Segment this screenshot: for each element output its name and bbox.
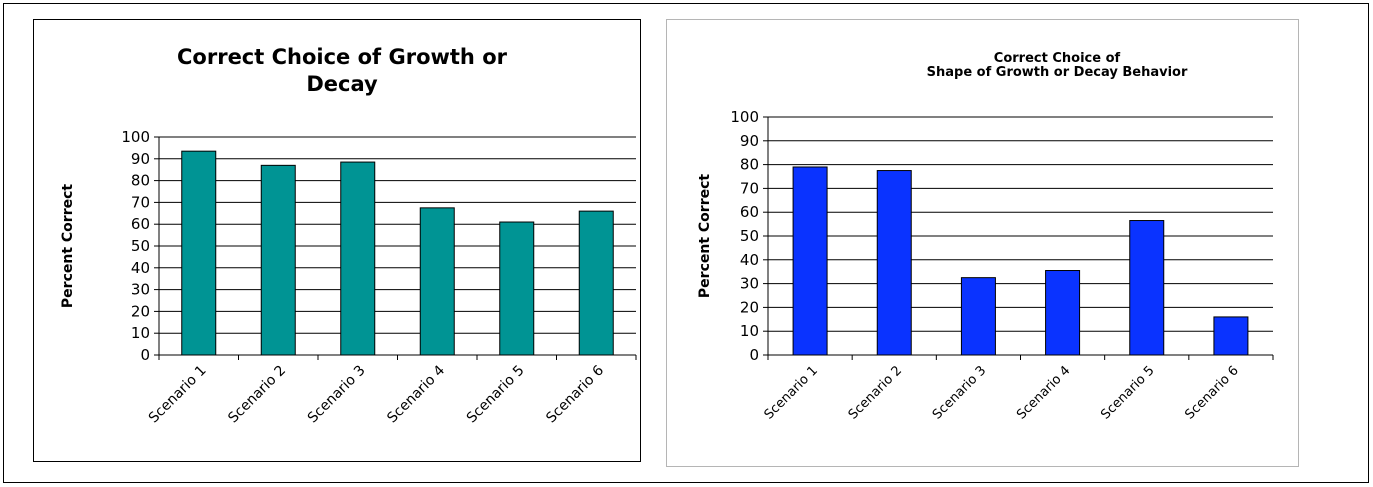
chart-title-line: Shape of Growth or Decay Behavior (927, 65, 1188, 80)
bar (960, 277, 996, 356)
x-tick-label: Scenario 3 (305, 363, 369, 427)
x-tick-label: Scenario 3 (930, 363, 989, 422)
y-tick-label: 100 (730, 108, 759, 126)
x-tick-label: Scenario 1 (762, 363, 821, 422)
y-tick-label: 70 (131, 193, 150, 211)
y-tick-label: 0 (140, 346, 150, 364)
chart-title-line: Decay (306, 72, 378, 96)
bar (340, 161, 376, 356)
bar (1045, 270, 1081, 356)
bar (419, 207, 455, 356)
x-tick-label: Scenario 2 (846, 363, 905, 422)
bar (578, 210, 614, 356)
y-tick-label: 90 (740, 132, 759, 150)
y-tick-label: 90 (131, 150, 150, 168)
y-tick-label: 60 (131, 215, 150, 233)
x-tick-label: Scenario 2 (225, 363, 289, 427)
y-tick-label: 30 (740, 275, 759, 293)
y-tick-label: 80 (131, 172, 150, 190)
chart-title-line: Correct Choice of Growth or (177, 45, 508, 69)
y-tick-label: 40 (131, 259, 150, 277)
bar (1213, 316, 1249, 356)
y-tick-label: 70 (740, 179, 759, 197)
x-tick-label: Scenario 1 (146, 363, 210, 427)
y-tick-label: 80 (740, 156, 759, 174)
y-tick-label: 50 (740, 227, 759, 245)
x-tick-label: Scenario 6 (1182, 363, 1241, 422)
chart-growth-or-decay: Correct Choice of Growth or Decay 0 10 20 30 4… (60, 45, 637, 427)
y-tick-label: 10 (740, 322, 759, 340)
y-tick-label: 30 (131, 281, 150, 299)
y-tick-label: 10 (131, 324, 150, 342)
chart-panel-growth-or-decay: Correct Choice of Growth or Decay 0 10 20 30 4… (33, 19, 641, 462)
y-tick-label: 20 (131, 302, 150, 320)
bar (499, 221, 535, 356)
bar (181, 150, 217, 356)
y-tick-label: 100 (121, 128, 150, 146)
y-tick-label: 0 (749, 346, 759, 364)
x-tick-label: Scenario 5 (464, 363, 528, 427)
figure-frame (3, 3, 1369, 483)
bar (876, 170, 912, 356)
y-tick-label: 40 (740, 251, 759, 269)
y-axis-label: Percent Correct (60, 184, 76, 308)
chart-title-line: Correct Choice of (994, 51, 1121, 66)
y-tick-label: 20 (740, 298, 759, 316)
bar (792, 166, 828, 356)
x-tick-label: Scenario 4 (1014, 363, 1073, 422)
x-tick-label: Scenario 6 (543, 362, 607, 426)
bar (260, 164, 296, 356)
y-tick-label: 60 (740, 203, 759, 221)
bar (1129, 220, 1165, 356)
chart-panel-shape-of-behavior: Correct Choice of Shape of Growth or Deca… (666, 19, 1299, 467)
x-tick-label: Scenario 4 (384, 362, 448, 426)
y-axis-label: Percent Correct (697, 174, 713, 298)
x-tick-label: Scenario 5 (1098, 363, 1157, 422)
y-tick-label: 50 (131, 237, 150, 255)
